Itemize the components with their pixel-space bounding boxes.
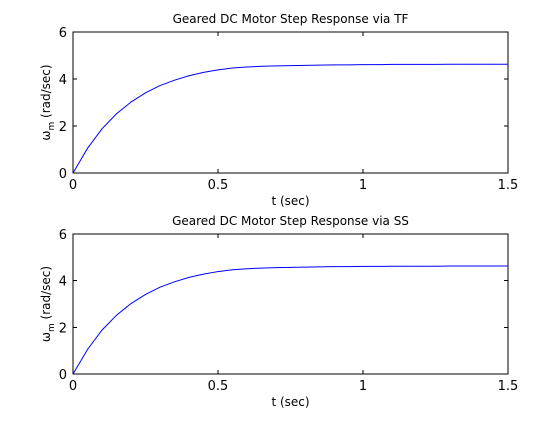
- data-point: [464, 265, 465, 267]
- data-point: [203, 273, 204, 275]
- data-point: [246, 66, 248, 68]
- data-point: [290, 266, 291, 268]
- y-tick-label: 4: [59, 275, 67, 290]
- data-point: [391, 64, 393, 65]
- y-tick-label: 0: [59, 368, 67, 383]
- x-tick-label: 0.5: [208, 178, 229, 193]
- data-point: [464, 63, 465, 65]
- data-point: [188, 277, 190, 278]
- subplot-1: 0 0.5 1 1.5 0 2 4 6 Geared DC Motor Step Respons…: [39, 12, 518, 208]
- y-tick-label: 2: [59, 120, 67, 135]
- y-tick-label: 6: [59, 26, 67, 41]
- data-point: [333, 64, 335, 66]
- data-point: [449, 265, 451, 267]
- data-point: [333, 266, 335, 268]
- data-point: [377, 266, 378, 267]
- x-tick-label: 0: [69, 379, 77, 394]
- data-point: [87, 349, 88, 350]
- data-point: [261, 65, 262, 67]
- data-point: [232, 269, 233, 271]
- data-point: [87, 147, 88, 149]
- data-point: [232, 67, 233, 69]
- y-axis-label: ωm (rad/sec): [39, 64, 57, 140]
- data-point: [406, 265, 407, 267]
- data-point: [261, 267, 262, 269]
- data-point: [362, 266, 364, 267]
- data-point: [507, 63, 509, 65]
- chart-title: Geared DC Motor Step Response via TF: [173, 12, 409, 26]
- data-point: [493, 265, 494, 267]
- data-point: [420, 64, 422, 65]
- data-point: [304, 64, 306, 66]
- x-tick-label: 1.5: [498, 379, 519, 394]
- x-tick-label: 1.5: [498, 178, 519, 193]
- axes-box: [72, 31, 509, 174]
- data-point: [101, 329, 103, 331]
- data-point: [406, 64, 407, 65]
- data-point: [159, 85, 161, 86]
- data-point: [435, 64, 436, 65]
- data-point: [116, 113, 117, 115]
- data-point: [101, 128, 103, 130]
- data-point: [116, 314, 117, 316]
- data-point: [72, 373, 74, 375]
- data-point: [72, 172, 74, 174]
- x-tick-label: 1: [359, 379, 367, 394]
- data-point: [217, 69, 219, 71]
- data-point: [391, 265, 393, 267]
- data-point: [362, 64, 364, 66]
- data-point: [275, 267, 277, 268]
- data-point: [145, 92, 146, 94]
- data-point: [217, 271, 219, 272]
- data-point: [449, 63, 451, 65]
- axes-box: [72, 233, 509, 375]
- x-axis-label: t (sec): [271, 194, 309, 208]
- x-tick-label: 0.5: [208, 379, 229, 394]
- y-tick-label: 2: [59, 321, 67, 336]
- data-point: [478, 265, 480, 267]
- data-point: [507, 265, 509, 267]
- y-tick-label: 0: [59, 167, 67, 182]
- data-point: [348, 64, 349, 66]
- data-point: [174, 79, 175, 81]
- data-point: [203, 72, 204, 73]
- data-point: [319, 64, 320, 66]
- data-point: [493, 63, 494, 65]
- data-point: [130, 101, 132, 103]
- y-tick-label: 4: [59, 73, 67, 88]
- y-axis-label: ωm (rad/sec): [39, 266, 57, 342]
- data-point: [420, 265, 422, 267]
- chart-title: Geared DC Motor Step Response via SS: [172, 214, 409, 228]
- data-point: [188, 75, 190, 77]
- x-axis-label: t (sec): [271, 395, 309, 409]
- x-tick-label: 1: [359, 178, 367, 193]
- data-point: [145, 294, 146, 295]
- data-point: [130, 303, 132, 304]
- data-point: [478, 63, 480, 65]
- y-tick-label: 6: [59, 228, 67, 243]
- x-tick-label: 0: [69, 178, 77, 193]
- data-point: [275, 65, 277, 67]
- data-point: [159, 286, 161, 288]
- data-point: [304, 266, 306, 268]
- data-point: [174, 281, 175, 283]
- data-point: [435, 265, 436, 267]
- data-point: [377, 64, 378, 66]
- data-point: [319, 266, 320, 268]
- subplot-2: 0 0.5 1 1.5 0 2 4 6 Geared DC Motor Step Respons…: [39, 214, 518, 409]
- data-point: [290, 65, 291, 67]
- data-point: [246, 268, 248, 270]
- data-point: [348, 266, 349, 268]
